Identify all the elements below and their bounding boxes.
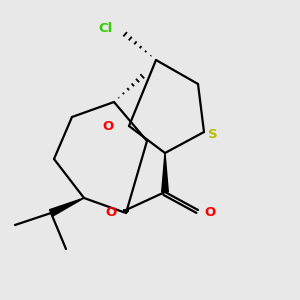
Text: Cl: Cl — [98, 22, 112, 35]
Text: O: O — [204, 206, 216, 220]
Text: O: O — [105, 206, 117, 220]
Polygon shape — [50, 198, 84, 216]
Text: S: S — [208, 128, 218, 142]
Polygon shape — [162, 153, 168, 192]
Text: O: O — [102, 119, 114, 133]
